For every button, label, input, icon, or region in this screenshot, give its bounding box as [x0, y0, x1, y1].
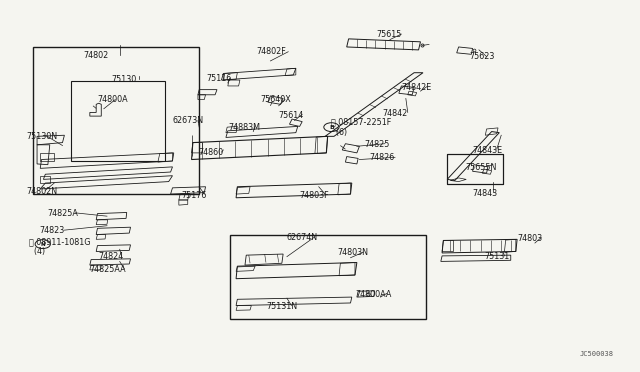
Text: 74803N: 74803N — [338, 248, 369, 257]
Text: 75176: 75176 — [181, 191, 207, 200]
Text: 74803: 74803 — [517, 234, 542, 243]
Bar — [33, 47, 199, 194]
Text: 75116: 75116 — [207, 74, 232, 83]
Bar — [447, 154, 503, 184]
Text: 74860: 74860 — [198, 148, 223, 157]
Text: 74842E: 74842E — [401, 83, 431, 92]
Bar — [71, 81, 165, 161]
Text: 75131N: 75131N — [266, 302, 297, 311]
Text: 74802N: 74802N — [26, 187, 58, 196]
Text: 74803F: 74803F — [300, 191, 329, 200]
Text: 75130N: 75130N — [26, 132, 58, 141]
Text: 74800AA: 74800AA — [355, 290, 391, 299]
Text: 74824: 74824 — [99, 252, 124, 261]
Text: 74823: 74823 — [39, 227, 64, 235]
Text: B: B — [329, 125, 334, 130]
Text: JC500038: JC500038 — [580, 351, 614, 357]
Text: 74883M: 74883M — [228, 123, 260, 132]
Text: 74843E: 74843E — [472, 146, 503, 155]
Text: 62673N: 62673N — [173, 116, 204, 125]
Bar — [447, 154, 503, 184]
Text: Ⓑ 08157-2251F
  (6): Ⓑ 08157-2251F (6) — [332, 118, 392, 137]
Text: N: N — [40, 242, 45, 247]
Text: 74802F: 74802F — [257, 47, 286, 56]
Text: 74826: 74826 — [369, 153, 395, 162]
Text: 75130: 75130 — [111, 75, 137, 84]
Text: 74800A: 74800A — [97, 95, 128, 104]
Text: 74842: 74842 — [382, 109, 408, 118]
Text: 74802: 74802 — [84, 51, 109, 60]
Text: 75614: 75614 — [278, 110, 304, 119]
Text: Ⓝ 08911-1081G
  (4): Ⓝ 08911-1081G (4) — [29, 237, 90, 256]
Text: 74825: 74825 — [365, 140, 390, 148]
Bar — [230, 235, 426, 319]
Text: 75655N: 75655N — [465, 163, 497, 172]
Text: 75131: 75131 — [484, 253, 509, 262]
Text: 74825A: 74825A — [48, 209, 79, 218]
Text: 62674N: 62674N — [287, 233, 318, 242]
Text: 74825AA: 74825AA — [90, 265, 127, 275]
Text: 75615: 75615 — [376, 30, 401, 39]
Text: 75623: 75623 — [469, 52, 495, 61]
Text: 75640X: 75640X — [260, 95, 291, 104]
Text: 74843: 74843 — [472, 189, 498, 198]
